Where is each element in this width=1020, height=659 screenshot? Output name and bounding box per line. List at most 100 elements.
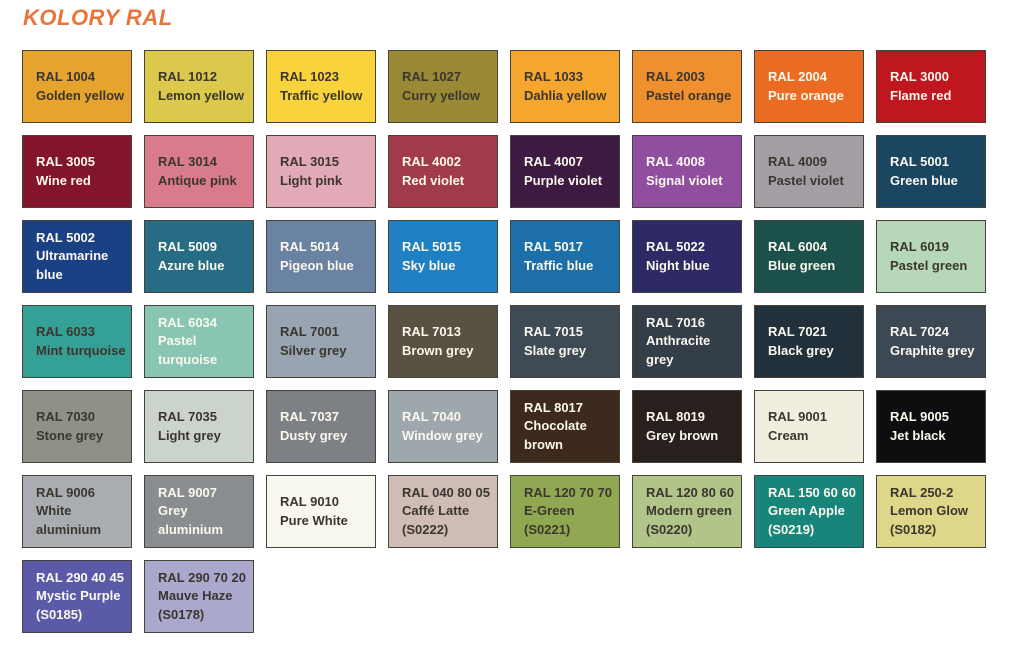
swatch-code: RAL 9010 (280, 494, 340, 510)
color-swatch: RAL 7030 Stone grey (22, 390, 132, 463)
swatch-code: RAL 7015 (524, 324, 584, 340)
swatch-suffix: (S0222) (402, 521, 449, 537)
swatch-code: RAL 4007 (524, 154, 584, 170)
color-swatch: RAL 7015 Slate grey (510, 305, 620, 378)
swatch-code: RAL 2003 (646, 69, 706, 85)
swatch-name: Jet black (890, 427, 946, 443)
swatch-name: Pure orange (768, 87, 844, 103)
color-swatch: RAL 8017 Chocolate brown (510, 390, 620, 463)
swatch-code: RAL 290 70 20 (158, 569, 246, 585)
swatch-name: Lemon Glow (890, 503, 968, 519)
swatch-code: RAL 2004 (768, 69, 828, 85)
color-swatch: RAL 5009 Azure blue (144, 220, 254, 293)
swatch-code: RAL 9007 (158, 484, 218, 500)
swatch-name: Red violet (402, 172, 465, 188)
swatch-suffix: (S0185) (36, 606, 83, 622)
swatch-code: RAL 3014 (158, 154, 218, 170)
swatch-name: Green Apple (768, 503, 845, 519)
swatch-name: Pigeon blue (280, 257, 354, 273)
swatch-code: RAL 9006 (36, 484, 96, 500)
swatch-code: RAL 5022 (646, 239, 706, 255)
swatch-code: RAL 5015 (402, 239, 462, 255)
swatch-name: Night blue (646, 257, 710, 273)
swatch-code: RAL 150 60 60 (768, 484, 856, 500)
swatch-name: Traffic yellow (280, 87, 363, 103)
swatch-code: RAL 7030 (36, 409, 96, 425)
swatch-code: RAL 6033 (36, 324, 96, 340)
swatch-name: Light grey (158, 427, 221, 443)
swatch-name: Antique pink (158, 172, 237, 188)
color-swatch: RAL 5017 Traffic blue (510, 220, 620, 293)
color-swatch: RAL 9005 Jet black (876, 390, 986, 463)
swatch-name: Sky blue (402, 257, 456, 273)
color-swatch: RAL 8019 Grey brown (632, 390, 742, 463)
swatch-name: Mauve Haze (158, 588, 233, 604)
swatch-code: RAL 6019 (890, 239, 950, 255)
swatch-name: Dusty grey (280, 427, 348, 443)
swatch-code: RAL 9001 (768, 409, 828, 425)
swatch-name: Brown grey (402, 342, 474, 358)
swatch-code: RAL 5017 (524, 239, 584, 255)
swatch-name: Anthracite grey (646, 333, 711, 367)
color-swatch: RAL 150 60 60 Green Apple (S0219) (754, 475, 864, 548)
color-swatch: RAL 1012 Lemon yellow (144, 50, 254, 123)
swatch-name: Purple violet (524, 172, 603, 188)
swatch-suffix: (S0220) (646, 521, 693, 537)
swatch-code: RAL 5002 (36, 229, 96, 245)
swatch-code: RAL 5009 (158, 239, 218, 255)
color-swatch: RAL 4002 Red violet (388, 135, 498, 208)
swatch-code: RAL 040 80 05 (402, 484, 490, 500)
swatch-code: RAL 4008 (646, 154, 706, 170)
color-swatch: RAL 7013 Brown grey (388, 305, 498, 378)
swatch-suffix: (S0221) (524, 521, 571, 537)
swatch-name: Green blue (890, 172, 958, 188)
swatch-name: Pastel turquoise (158, 333, 218, 367)
swatch-name: Cream (768, 427, 809, 443)
swatch-code: RAL 7016 (646, 314, 706, 330)
swatch-code: RAL 3000 (890, 69, 950, 85)
color-swatch: RAL 4007 Purple violet (510, 135, 620, 208)
color-swatch: RAL 290 70 20 Mauve Haze (S0178) (144, 560, 254, 633)
swatch-name: E-Green (524, 503, 575, 519)
swatch-code: RAL 6004 (768, 239, 828, 255)
swatch-name: Black grey (768, 342, 834, 358)
color-swatch: RAL 7035 Light grey (144, 390, 254, 463)
swatch-code: RAL 120 70 70 (524, 484, 612, 500)
color-swatch: RAL 7016 Anthracite grey (632, 305, 742, 378)
color-swatch: RAL 290 40 45 Mystic Purple (S0185) (22, 560, 132, 633)
color-swatch: RAL 120 70 70 E-Green (S0221) (510, 475, 620, 548)
swatch-name: Azure blue (158, 257, 225, 273)
swatch-code: RAL 3005 (36, 154, 96, 170)
page-title: KOLORY RAL (23, 5, 173, 30)
swatch-code: RAL 1012 (158, 69, 218, 85)
color-swatch: RAL 3015 Light pink (266, 135, 376, 208)
swatch-code: RAL 7001 (280, 324, 340, 340)
swatch-code: RAL 250-2 (890, 484, 954, 500)
swatch-code: RAL 4002 (402, 154, 462, 170)
color-swatch: RAL 1027 Curry yellow (388, 50, 498, 123)
swatch-code: RAL 7024 (890, 324, 950, 340)
swatch-name: Modern green (646, 503, 732, 519)
color-swatch: RAL 040 80 05 Caffé Latte (S0222) (388, 475, 498, 548)
swatch-grid: RAL 1004 Golden yellow RAL 1012 Lemon ye… (22, 50, 986, 633)
color-swatch: RAL 6033 Mint turquoise (22, 305, 132, 378)
swatch-code: RAL 8017 (524, 399, 584, 415)
swatch-name: Lemon yellow (158, 87, 244, 103)
color-swatch: RAL 120 80 60 Modern green (S0220) (632, 475, 742, 548)
color-swatch: RAL 250-2 Lemon Glow (S0182) (876, 475, 986, 548)
color-swatch: RAL 3000 Flame red (876, 50, 986, 123)
swatch-name: Caffé Latte (402, 503, 470, 519)
swatch-suffix: (S0178) (158, 606, 205, 622)
color-swatch: RAL 5015 Sky blue (388, 220, 498, 293)
swatch-name: Graphite grey (890, 342, 975, 358)
color-swatch: RAL 6034 Pastel turquoise (144, 305, 254, 378)
swatch-name: Traffic blue (524, 257, 594, 273)
swatch-code: RAL 7040 (402, 409, 462, 425)
swatch-code: RAL 5014 (280, 239, 340, 255)
color-swatch: RAL 1023 Traffic yellow (266, 50, 376, 123)
color-swatch: RAL 7021 Black grey (754, 305, 864, 378)
color-swatch: RAL 7040 Window grey (388, 390, 498, 463)
swatch-code: RAL 3015 (280, 154, 340, 170)
swatch-name: Slate grey (524, 342, 587, 358)
